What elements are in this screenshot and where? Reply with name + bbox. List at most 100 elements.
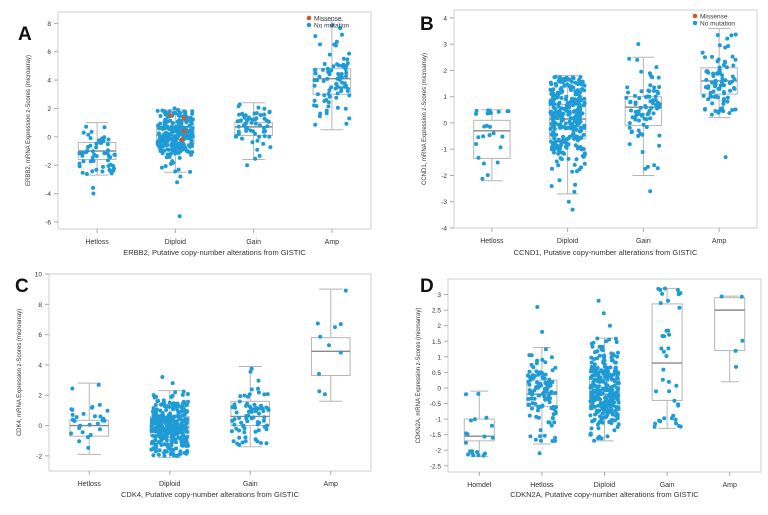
data-point	[262, 116, 267, 121]
y-tick-label: 8	[38, 302, 42, 309]
missense-point	[182, 116, 187, 121]
data-point	[88, 136, 93, 141]
data-point	[86, 132, 91, 137]
data-point	[627, 142, 632, 147]
data-point	[158, 408, 163, 413]
data-point	[574, 157, 579, 162]
data-point	[250, 117, 255, 122]
outlier-point	[607, 323, 612, 328]
data-point	[476, 135, 481, 140]
outlier-point	[172, 106, 177, 111]
data-point	[176, 133, 181, 138]
data-point	[240, 136, 244, 141]
data-point	[592, 369, 597, 374]
data-point	[553, 411, 558, 416]
data-point	[248, 406, 253, 411]
data-point	[720, 76, 725, 81]
data-point	[251, 415, 256, 420]
data-point	[476, 155, 481, 160]
data-point	[590, 419, 595, 424]
data-point	[242, 115, 247, 120]
data-point	[164, 435, 169, 439]
x-tick-label: Diploid	[594, 482, 616, 489]
data-point	[610, 412, 615, 417]
data-point	[255, 420, 260, 424]
data-point	[539, 438, 543, 443]
data-point	[595, 349, 600, 354]
data-point	[648, 116, 653, 121]
data-point	[154, 407, 159, 412]
data-point	[88, 143, 93, 148]
data-point	[610, 417, 614, 422]
data-point	[341, 62, 346, 67]
data-point	[97, 402, 102, 407]
data-point	[709, 94, 714, 99]
data-point	[161, 109, 166, 114]
data-point	[704, 77, 709, 82]
box-amp	[700, 27, 738, 160]
data-point	[154, 445, 159, 450]
x-tick-label: Diploid	[557, 238, 579, 245]
data-point	[552, 136, 557, 141]
data-point	[602, 358, 607, 363]
x-tick-label: Gain	[636, 238, 651, 245]
data-point	[149, 441, 154, 446]
data-point	[543, 347, 548, 352]
data-point	[723, 45, 728, 50]
data-point	[706, 97, 711, 102]
data-point	[264, 427, 269, 432]
data-point	[173, 390, 178, 395]
data-point	[325, 66, 330, 71]
missense-point	[168, 113, 173, 118]
data-point	[167, 400, 172, 405]
data-point	[599, 369, 603, 374]
data-point	[608, 395, 613, 400]
data-point	[552, 115, 557, 120]
data-point	[321, 67, 325, 72]
data-point	[338, 322, 343, 327]
data-point	[491, 131, 496, 136]
data-point	[164, 449, 169, 454]
data-point	[575, 88, 580, 93]
data-point	[230, 418, 235, 423]
data-point	[597, 420, 602, 425]
data-point	[529, 353, 534, 358]
data-point	[338, 26, 343, 31]
data-point	[549, 139, 553, 144]
data-point	[95, 421, 100, 426]
data-point	[582, 83, 587, 88]
data-point	[572, 189, 577, 194]
data-point	[595, 386, 600, 391]
data-point	[539, 404, 544, 409]
data-point	[676, 403, 681, 408]
data-point	[69, 407, 74, 412]
data-point	[578, 75, 583, 79]
data-point	[338, 350, 343, 355]
data-point	[582, 152, 587, 157]
data-point	[159, 125, 163, 130]
data-point	[175, 129, 180, 134]
data-point	[153, 434, 158, 439]
data-point	[173, 438, 178, 443]
data-point	[555, 112, 560, 117]
data-point	[579, 128, 584, 133]
iqr-box	[310, 337, 351, 377]
data-point	[255, 147, 260, 152]
data-point	[531, 365, 536, 370]
data-point	[158, 114, 163, 118]
data-point	[106, 148, 110, 153]
data-point	[472, 417, 477, 422]
data-point	[612, 428, 617, 433]
data-point	[161, 418, 166, 423]
points-amp	[312, 23, 352, 127]
data-point	[476, 453, 481, 458]
data-point	[506, 109, 511, 114]
data-point	[168, 118, 173, 123]
data-point	[174, 414, 179, 419]
box-gain	[229, 365, 271, 448]
data-point	[234, 426, 239, 431]
y-tick-label: 4	[38, 362, 42, 369]
data-point	[563, 121, 568, 126]
x-axis-label: ERBB2, Putative copy-number alterations …	[123, 248, 306, 257]
data-point	[175, 401, 180, 406]
